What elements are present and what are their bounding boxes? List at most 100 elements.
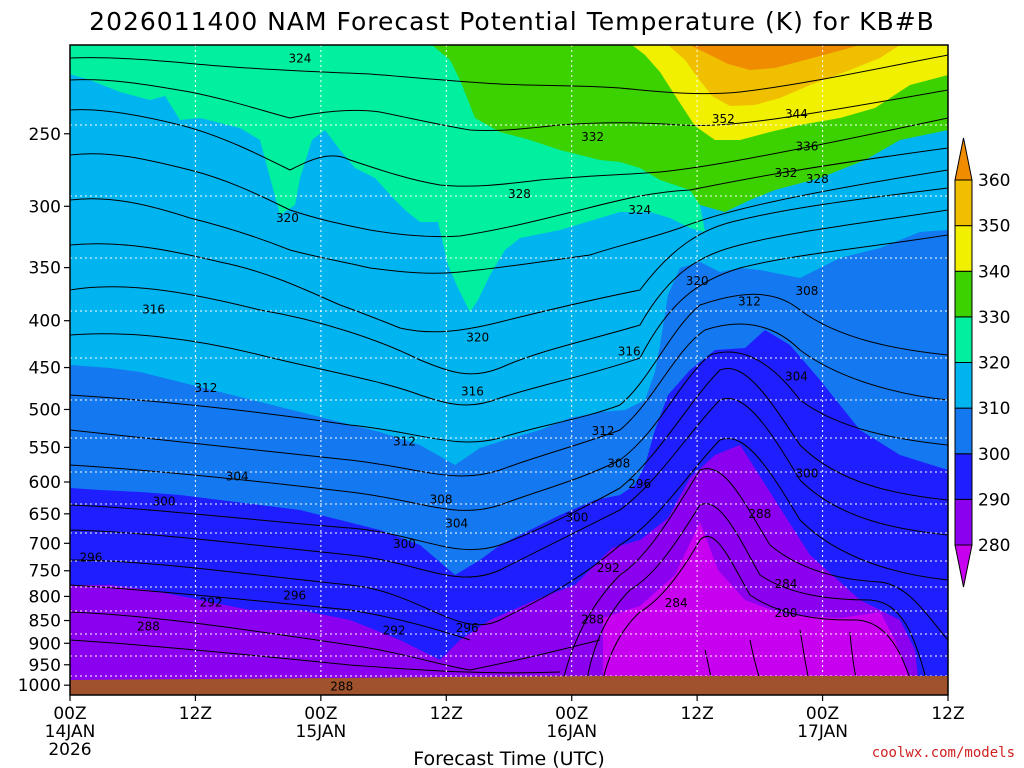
contour-label: 336 [795,139,818,153]
y-tick-label: 400 [29,312,61,332]
colorbar-segment [954,225,973,272]
contour-label: 304 [226,470,249,484]
contour-line [584,503,931,695]
band-below-280 [603,522,915,695]
contour-line [70,109,948,187]
colorbar-label: 360 [978,171,1010,191]
contour-label: 296 [456,621,479,635]
colorbar-label: 330 [978,308,1010,328]
chart-title: 2026011400 NAM Forecast Potential Temper… [89,7,935,36]
contour-label: 316 [142,303,165,317]
x-tick-date: 16JAN [546,722,597,742]
contour-label: 324 [288,52,311,66]
contour-line [70,187,948,333]
colorbar-segment [954,453,973,500]
y-tick-label: 550 [29,438,61,458]
contour-label: 296 [628,477,651,491]
contour-line [70,584,471,641]
contour-label: 344 [785,107,808,121]
contour-label: 288 [748,507,771,521]
contour-line [70,323,948,477]
contour-label: 292 [383,624,406,638]
x-axis-label: Forecast Time (UTC) [413,748,604,768]
contour-label: 284 [665,596,688,610]
contour-line [70,611,601,671]
contour-line [70,438,948,626]
credit-text: coolwx.com/models [872,745,1015,761]
contour-label: 288 [330,679,353,693]
x-tick-label: 00Z [304,704,337,724]
colorbar: 280 290 300 310 320 330 340 350 360 [954,137,1010,588]
y-tick-label: 1000 [18,676,61,696]
contour-label: 292 [597,561,620,575]
contour-label: 300 [153,494,176,508]
x-tick-label: 12Z [681,704,714,724]
colorbar-segment [954,137,973,181]
colorbar-label: 310 [978,399,1010,419]
colorbar-segment [954,362,973,409]
contour-label: 316 [618,344,641,358]
contour-label: 320 [276,211,299,225]
contour-line [70,79,948,132]
contour-line [70,398,948,578]
contour-label: 352 [712,112,735,126]
contour-label: 308 [795,284,818,298]
contour-lines [70,54,948,695]
contour-line [70,54,948,95]
y-tick-label: 350 [29,259,61,279]
y-tick-label: 800 [29,587,61,607]
y-tick-label: 900 [29,634,61,654]
contour-label: 296 [79,550,102,564]
contour-line [70,293,948,443]
x-tick-year: 2026 [48,740,91,760]
x-tick-date: 15JAN [296,722,347,742]
y-tick-label: 750 [29,562,61,582]
y-tick-label: 950 [29,656,61,676]
colorbar-label: 340 [978,262,1010,282]
colorbar-segment [954,316,973,363]
contour-labels: 324 332 352 344 336 332 328 328 324 320 320 312 308 3… [79,52,828,694]
colorbar-segment [954,270,973,318]
contour-label: 284 [775,577,798,591]
contour-line [70,169,948,274]
colorbar-label: 350 [978,217,1010,237]
contour-label: 292 [200,595,223,609]
y-tick-label: 650 [29,505,61,525]
x-tick-date: 14JAN [45,722,96,742]
contour-line [70,209,948,375]
contour-label: 324 [628,203,651,217]
colorbar-segment [954,179,973,227]
contour-label: 288 [137,620,160,634]
x-tick-label: 00Z [53,704,86,724]
y-tick-label: 700 [29,534,61,554]
colorbar-label: 290 [978,490,1010,510]
x-tick-label: 12Z [931,704,964,724]
contour-label: 304 [445,517,468,531]
band-above-360 [690,45,860,70]
x-tick-label: 00Z [806,704,839,724]
contour-label: 300 [565,510,588,524]
y-tick-label: 300 [29,197,61,217]
y-tick-label: 450 [29,359,61,379]
contour-line [70,368,948,551]
colorbar-segment [954,407,973,455]
colorbar-segment [954,544,973,588]
contour-label: 312 [194,381,217,395]
y-tick-label: 850 [29,612,61,632]
contour-label: 320 [466,330,489,344]
x-tick-date: 17JAN [797,722,848,742]
contour-line [599,536,916,695]
contour-label: 328 [508,187,531,201]
colorbar-label: 300 [978,445,1010,465]
plot-frame [69,44,949,696]
contour-label: 316 [461,385,484,399]
contour-label: 328 [806,172,829,186]
contour-label: 300 [795,466,818,480]
contour-label: 296 [283,588,306,602]
x-tick-label: 12Z [179,704,212,724]
contour-label: 300 [393,537,416,551]
plot-area: 324 332 352 344 336 332 328 328 324 320 320 312 308 3… [70,45,948,695]
